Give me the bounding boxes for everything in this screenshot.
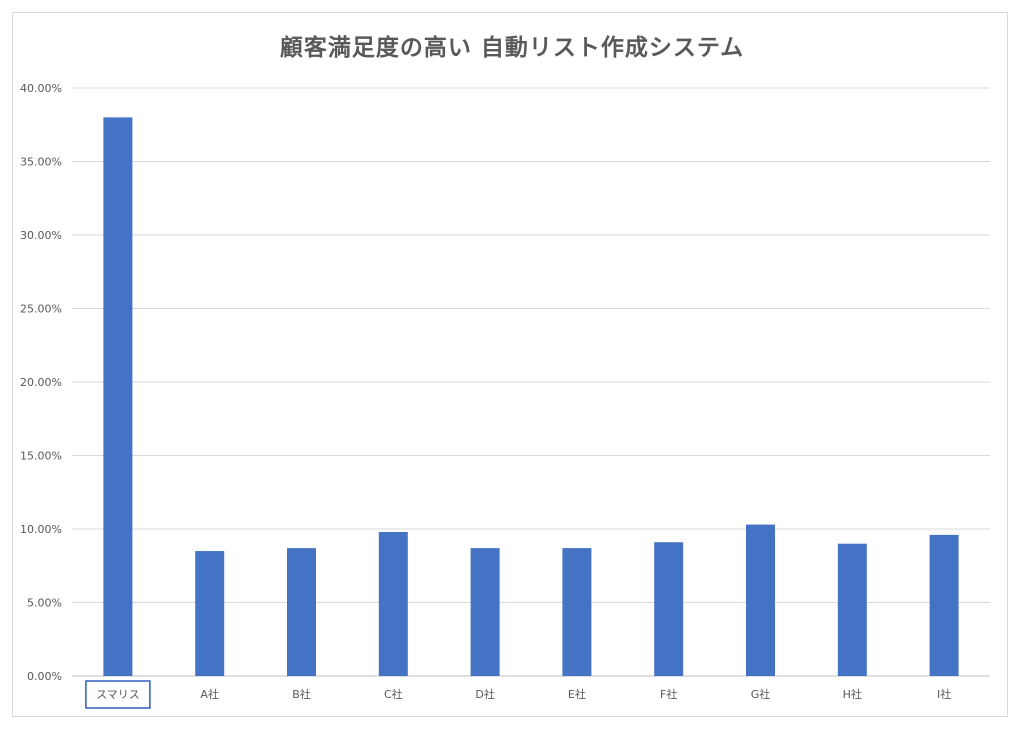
y-tick-label: 5.00% [27,597,62,610]
bar [837,543,867,676]
bar [654,542,684,676]
x-category-label: G社 [751,687,771,701]
y-tick-label: 30.00% [20,229,62,242]
bar [195,551,225,676]
x-axis-category-labels: スマリス A社 B社 C社 D社 E社 F社 G社 H社 I社 [85,680,951,709]
x-category-label: D社 [475,687,494,701]
y-tick-label: 10.00% [20,523,62,536]
highlight-box [85,680,151,709]
y-tick-label: 25.00% [20,303,62,316]
x-category-label: B社 [292,687,311,701]
y-tick-label: 40.00% [20,82,62,95]
x-category-label: I社 [937,687,951,701]
y-tick-label: 35.00% [20,156,62,169]
bar [929,534,959,676]
y-tick-label: 15.00% [20,450,62,463]
x-category-label: H社 [843,687,862,701]
gridlines [72,87,990,677]
x-category-label: E社 [568,687,586,701]
x-category-label: C社 [384,687,403,701]
y-tick-label: 0.00% [27,670,62,683]
bar [470,548,500,676]
bar [746,524,775,676]
bars [103,117,959,676]
x-category-label: F社 [660,687,677,701]
y-axis-tick-labels: 0.00% 5.00% 10.00% 15.00% 20.00% 25.00% 30.00%… [20,82,62,683]
bar [287,548,316,676]
bar [103,117,133,676]
bar [378,531,408,676]
x-category-label: A社 [200,687,219,701]
bar [562,548,592,676]
y-tick-label: 20.00% [20,376,62,389]
chart-title: 顧客満足度の高い 自動リスト作成システム [279,35,745,61]
x-category-label: スマリス [96,688,140,701]
